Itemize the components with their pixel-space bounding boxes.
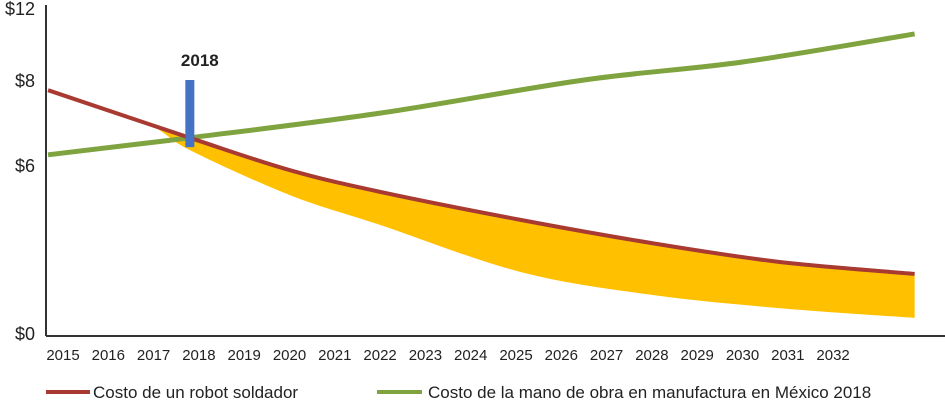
- x-tick-label: 2018: [182, 347, 215, 364]
- x-tick-label: 2030: [726, 347, 759, 364]
- x-tick-label: 2020: [273, 347, 306, 364]
- x-tick-label: 2032: [816, 347, 849, 364]
- x-tick-label: 2016: [92, 347, 125, 364]
- x-tick-label: 2026: [545, 347, 578, 364]
- x-tick-label: 2023: [409, 347, 442, 364]
- y-tick-label: $8: [15, 71, 35, 91]
- x-tick-label: 2024: [454, 347, 487, 364]
- x-tick-label: 2025: [499, 347, 532, 364]
- y-tick-label: $12: [5, 0, 35, 19]
- marker-2018-bar: [185, 80, 195, 148]
- x-tick-label: 2027: [590, 347, 623, 364]
- x-tick-label: 2015: [46, 347, 79, 364]
- y-tick-label: $0: [15, 324, 35, 344]
- cost-gap-band: [48, 90, 915, 318]
- y-tick-label: $6: [15, 156, 35, 176]
- x-tick-label: 2021: [318, 347, 351, 364]
- x-tick-label: 2017: [137, 347, 170, 364]
- x-tick-label: 2028: [635, 347, 668, 364]
- x-tick-label: 2029: [681, 347, 714, 364]
- legend: Costo de un robot soldador Costo de la m…: [46, 383, 871, 402]
- legend-label-robot: Costo de un robot soldador: [93, 383, 298, 400]
- legend-label-labor: Costo de la mano de obra en manufactura …: [428, 383, 871, 400]
- x-tick-label: 2022: [363, 347, 396, 364]
- marker-2018-label: 2018: [181, 51, 219, 70]
- x-tick-label: 2031: [771, 347, 804, 364]
- x-tick-label: 2019: [228, 347, 261, 364]
